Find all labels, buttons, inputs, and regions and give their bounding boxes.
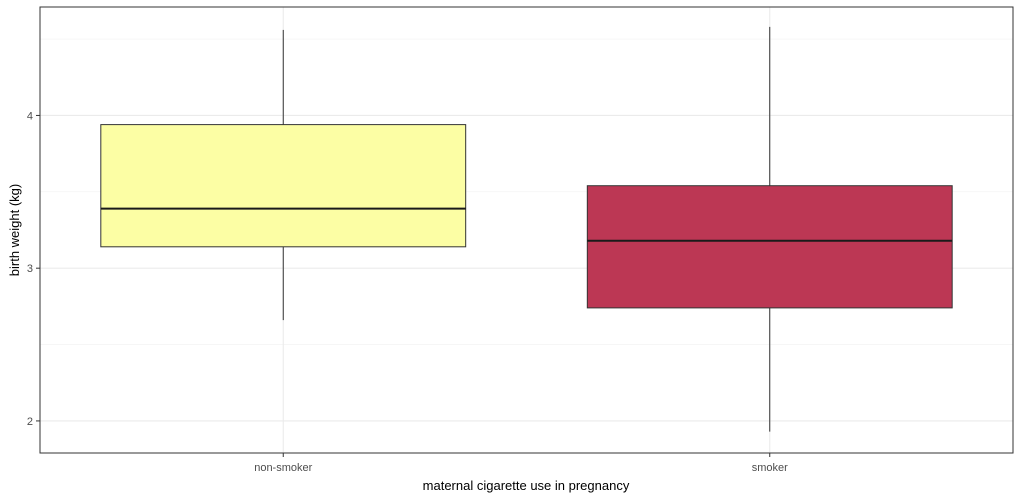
iqr-box	[100, 124, 467, 248]
y-tick-label: 2	[27, 416, 33, 428]
x-axis-title: maternal cigarette use in pregnancy	[423, 478, 630, 493]
x-axis-ticks: non-smoker smoker	[254, 453, 788, 474]
box-non-smoker	[100, 29, 467, 321]
y-tick-label: 3	[27, 263, 33, 275]
plot-border	[39, 6, 1014, 454]
iqr-box	[586, 185, 953, 309]
boxes	[100, 26, 953, 432]
x-tick-label: non-smoker	[254, 462, 312, 474]
y-axis-ticks: 2 3 4	[27, 110, 40, 428]
y-tick-label: 4	[27, 110, 33, 122]
x-tick-label: smoker	[752, 462, 788, 474]
y-axis-title: birth weight (kg)	[7, 184, 22, 276]
box-smoker	[586, 26, 953, 432]
